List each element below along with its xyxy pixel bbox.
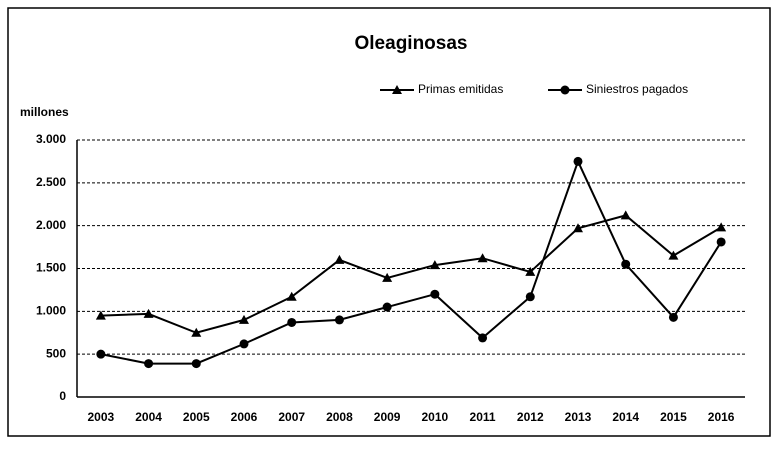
data-point	[95, 310, 106, 320]
data-point	[573, 156, 583, 166]
x-tick-label: 2016	[708, 410, 735, 424]
data-point	[191, 327, 202, 337]
x-tick-label: 2008	[326, 410, 353, 424]
x-tick-label: 2007	[278, 410, 305, 424]
data-point	[620, 210, 631, 220]
data-point	[429, 260, 440, 270]
data-point	[573, 223, 583, 233]
data-point	[477, 253, 488, 263]
data-point	[621, 259, 631, 269]
x-tick-label: 2012	[517, 410, 544, 424]
y-tick-label: 500	[46, 346, 66, 360]
data-point	[382, 302, 392, 312]
y-tick-label: 0	[59, 389, 66, 403]
x-tick-label: 2013	[565, 410, 592, 424]
legend-marker	[560, 85, 570, 95]
data-point	[143, 308, 154, 318]
data-point	[239, 314, 249, 324]
data-point	[334, 254, 345, 264]
data-point	[239, 339, 249, 349]
data-point	[334, 315, 344, 325]
data-point	[525, 266, 536, 276]
series-line	[100, 158, 722, 365]
data-point	[716, 237, 726, 247]
data-point	[382, 272, 393, 282]
y-axis-label: millones	[20, 105, 69, 119]
y-tick-label: 1.500	[36, 261, 66, 275]
data-point	[430, 289, 440, 299]
x-tick-label: 2015	[660, 410, 687, 424]
y-tick-label: 2.000	[36, 218, 66, 232]
x-tick-label: 2014	[612, 410, 639, 424]
chart-border	[7, 7, 771, 437]
y-tick-label: 2.500	[36, 175, 66, 189]
data-point	[668, 250, 679, 260]
legend-label: Primas emitidas	[418, 82, 503, 96]
data-point	[96, 349, 106, 359]
x-tick-label: 2009	[374, 410, 401, 424]
legend-marker	[392, 85, 402, 94]
x-tick-label: 2004	[135, 410, 162, 424]
data-point	[716, 222, 727, 232]
data-point	[144, 359, 154, 369]
x-tick-label: 2005	[183, 410, 210, 424]
x-tick-label: 2003	[88, 410, 115, 424]
data-point	[287, 317, 297, 327]
series-line	[100, 214, 722, 334]
data-point	[286, 291, 297, 301]
legend-label: Siniestros pagados	[586, 82, 688, 96]
data-point	[525, 292, 535, 302]
x-tick-label: 2006	[231, 410, 258, 424]
data-point	[668, 312, 678, 322]
data-point	[478, 333, 488, 343]
x-tick-label: 2010	[422, 410, 449, 424]
chart-title: Oleaginosas	[355, 33, 468, 54]
data-point	[191, 359, 201, 369]
x-tick-label: 2011	[470, 410, 496, 424]
y-tick-label: 1.000	[36, 304, 66, 318]
y-tick-label: 3.000	[36, 132, 66, 146]
